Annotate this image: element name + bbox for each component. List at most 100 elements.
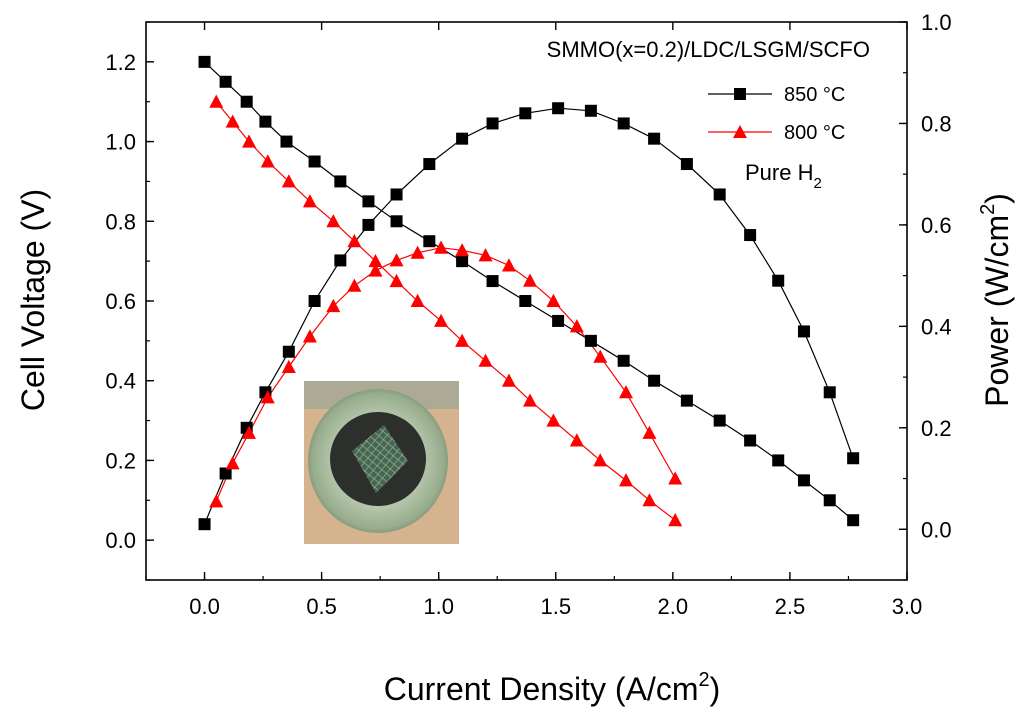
data-point — [552, 102, 565, 115]
data-point — [486, 275, 499, 288]
data-point — [823, 386, 836, 399]
data-point — [219, 467, 232, 480]
x-tick-label: 0.0 — [189, 594, 220, 619]
x-tick-label: 2.5 — [775, 594, 806, 619]
data-point — [456, 132, 469, 145]
inset-mesh — [352, 425, 408, 493]
data-point — [680, 158, 693, 171]
data-point — [282, 345, 295, 358]
data-point — [523, 393, 538, 407]
data-point — [368, 263, 383, 277]
y-right-tick-label: 0.2 — [921, 416, 952, 441]
data-point — [334, 254, 347, 267]
data-point — [552, 314, 565, 327]
data-point — [225, 114, 240, 128]
data-point — [423, 235, 436, 248]
y-right-tick-label: 1.0 — [921, 10, 952, 35]
annotation-main: Pure H — [745, 160, 813, 185]
y-left-tick-label: 0.0 — [105, 528, 136, 553]
y-right-tick-label: 0.6 — [921, 213, 952, 238]
data-point — [362, 195, 375, 208]
data-point — [617, 117, 630, 130]
data-point — [334, 175, 347, 188]
data-point — [389, 253, 404, 267]
data-point — [519, 295, 532, 307]
legend-label: 800 °C — [784, 122, 845, 144]
data-point — [619, 385, 634, 399]
x-tick-label: 1.5 — [540, 594, 571, 619]
data-point — [209, 94, 224, 108]
legend-marker — [734, 88, 746, 100]
data-point — [478, 353, 493, 367]
data-point — [593, 349, 608, 363]
data-point — [569, 433, 584, 447]
legend-marker — [733, 125, 747, 138]
data-point — [680, 394, 693, 407]
condition-annotation: Pure H2 — [745, 160, 822, 192]
data-point — [281, 174, 296, 188]
series-line-2 — [215, 101, 676, 521]
data-point — [242, 425, 257, 439]
x-tick-label: 1.0 — [423, 594, 454, 619]
legend: 850 °C 800 °C — [708, 84, 845, 144]
x-tick-label: 3.0 — [892, 594, 923, 619]
y-left-tick-label: 0.4 — [105, 369, 136, 394]
data-point — [772, 454, 785, 467]
data-point — [410, 293, 425, 307]
data-point — [713, 414, 726, 427]
data-point — [546, 293, 561, 307]
series-lines — [203, 61, 854, 525]
data-point — [389, 273, 404, 288]
data-point — [593, 453, 608, 467]
legend-label: 850 °C — [784, 84, 845, 106]
data-point — [209, 494, 224, 508]
data-point — [308, 295, 321, 307]
data-point — [648, 132, 661, 145]
data-point — [390, 188, 403, 201]
data-point — [772, 274, 785, 287]
series-markers — [198, 55, 860, 531]
y-left-tick-label: 0.2 — [105, 448, 136, 473]
data-point — [240, 95, 253, 108]
y-left-tick-label: 1.0 — [105, 130, 136, 155]
data-point — [501, 373, 516, 387]
data-point — [198, 518, 211, 531]
data-point — [744, 434, 757, 447]
series-line-1 — [203, 107, 854, 525]
data-point — [434, 313, 449, 327]
annotation-subscript: 2 — [813, 175, 821, 192]
data-point — [847, 514, 860, 527]
data-point — [423, 158, 436, 171]
y-left-tick-label: 1.2 — [105, 50, 136, 75]
data-point — [280, 135, 293, 148]
data-point — [797, 474, 810, 487]
chart-title: SMMO(x=0.2)/LDC/LSGM/SCFO — [547, 37, 870, 62]
data-point — [617, 354, 630, 367]
data-point — [308, 155, 321, 168]
axes: 0.0 0.5 1.0 1.5 2.0 2.5 3.0 0.0 0.2 0.4 0.6 0.8 1.0 1… — [105, 10, 951, 619]
data-point — [648, 374, 661, 387]
data-point — [519, 107, 532, 120]
data-point — [668, 471, 683, 485]
data-point — [847, 452, 860, 465]
series-line-0 — [204, 61, 854, 521]
data-point — [455, 333, 470, 347]
data-point — [584, 334, 597, 347]
data-point — [584, 104, 597, 117]
y-left-tick-label: 0.6 — [105, 289, 136, 314]
data-point — [281, 359, 296, 373]
data-point — [225, 456, 240, 470]
x-tick-label: 0.5 — [306, 594, 337, 619]
y-left-tick-label: 0.8 — [105, 209, 136, 234]
data-point — [797, 325, 810, 338]
data-point — [478, 248, 493, 262]
data-point — [455, 243, 470, 257]
data-point — [434, 240, 449, 254]
data-point — [302, 329, 317, 343]
data-point — [260, 154, 275, 168]
data-point — [347, 234, 362, 248]
data-point — [347, 278, 362, 292]
data-point — [744, 229, 757, 242]
x-tick-label: 2.0 — [658, 594, 689, 619]
